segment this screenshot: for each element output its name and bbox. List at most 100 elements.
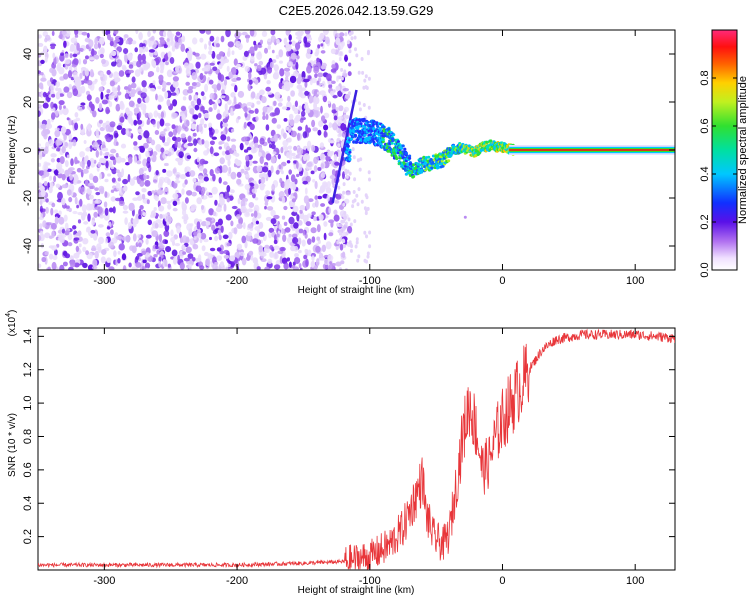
noise-speckle (182, 244, 186, 250)
noise-speckle (305, 221, 312, 227)
noise-speckle (355, 53, 359, 58)
noise-speckle (299, 209, 303, 214)
noise-speckle (183, 257, 190, 262)
noise-speckle (106, 89, 111, 94)
noise-speckle (339, 51, 343, 56)
noise-speckle (159, 39, 166, 45)
noise-speckle (203, 238, 209, 243)
noise-speckle (321, 115, 326, 122)
noise-speckle (293, 222, 299, 229)
noise-speckle (197, 180, 201, 186)
noise-speckle (231, 78, 238, 82)
ridge-point (417, 167, 421, 171)
noise-speckle (70, 158, 74, 167)
noise-speckle (137, 53, 143, 62)
noise-speckle (237, 116, 241, 120)
noise-speckle (201, 139, 205, 145)
noise-speckle (261, 30, 268, 37)
noise-speckle (116, 125, 123, 131)
noise-speckle (197, 254, 202, 261)
noise-speckle (202, 95, 207, 101)
noise-speckle (304, 30, 311, 35)
noise-speckle (188, 94, 192, 101)
noise-speckle (179, 174, 187, 180)
noise-speckle (51, 112, 56, 120)
noise-speckle (42, 91, 47, 98)
noise-speckle (153, 51, 158, 56)
noise-speckle (285, 76, 289, 82)
ridge-point (408, 154, 412, 158)
noise-speckle (68, 207, 72, 213)
noise-speckle (160, 197, 167, 205)
noise-speckle (164, 162, 169, 167)
noise-speckle (215, 36, 220, 42)
ridge-point (463, 215, 467, 219)
noise-speckle (60, 52, 65, 56)
noise-speckle (201, 195, 208, 200)
noise-speckle (298, 228, 304, 234)
noise-speckle (284, 146, 289, 152)
noise-speckle (331, 103, 336, 110)
noise-speckle (242, 222, 246, 230)
noise-speckle (293, 245, 299, 252)
noise-speckle (106, 109, 111, 114)
noise-speckle (320, 203, 326, 207)
noise-speckle (256, 266, 261, 270)
noise-speckle (145, 234, 152, 239)
noise-speckle (148, 112, 153, 119)
noise-speckle (141, 266, 145, 270)
noise-speckle (252, 160, 258, 164)
noise-speckle (56, 148, 60, 152)
noise-speckle (189, 108, 195, 115)
noise-speckle (98, 86, 104, 92)
noise-speckle (84, 179, 89, 187)
noise-speckle (334, 161, 340, 166)
noise-speckle (199, 30, 206, 34)
noise-speckle (137, 134, 142, 141)
noise-speckle (178, 151, 184, 159)
noise-speckle (97, 246, 102, 253)
noise-speckle (109, 80, 115, 87)
noise-speckle (115, 103, 121, 112)
ridge-point (348, 150, 352, 154)
x-tick-label: -200 (226, 275, 248, 287)
noise-speckle (302, 230, 306, 236)
noise-speckle (185, 246, 192, 254)
noise-speckle (208, 79, 214, 85)
noise-speckle (226, 185, 231, 193)
noise-speckle (76, 167, 82, 173)
noise-speckle (205, 258, 211, 267)
noise-speckle (158, 205, 165, 212)
noise-speckle (218, 177, 222, 184)
noise-speckle (325, 241, 332, 250)
noise-speckle (119, 102, 125, 111)
noise-speckle (83, 156, 89, 165)
x-tick-label: 0 (499, 575, 505, 587)
noise-speckle (294, 253, 299, 258)
noise-speckle (73, 262, 80, 268)
noise-speckle (288, 216, 295, 225)
ridge-point (380, 131, 384, 135)
noise-speckle (122, 210, 129, 214)
noise-speckle (111, 177, 116, 183)
noise-speckle (91, 219, 95, 226)
noise-speckle (286, 50, 290, 57)
noise-speckle (184, 166, 191, 172)
noise-speckle (142, 60, 147, 64)
noise-speckle (158, 256, 162, 263)
noise-speckle (236, 214, 241, 220)
noise-speckle (105, 136, 112, 143)
noise-speckle (341, 41, 345, 47)
noise-speckle (275, 259, 281, 266)
noise-speckle (247, 223, 254, 229)
noise-speckle (166, 136, 171, 144)
noise-speckle (167, 263, 171, 268)
noise-speckle (349, 248, 353, 253)
noise-speckle (78, 243, 82, 248)
noise-speckle (265, 216, 272, 221)
noise-speckle (122, 178, 129, 185)
noise-speckle (257, 44, 263, 49)
noise-speckle (94, 250, 99, 259)
noise-speckle (214, 128, 219, 134)
noise-speckle (268, 106, 274, 111)
